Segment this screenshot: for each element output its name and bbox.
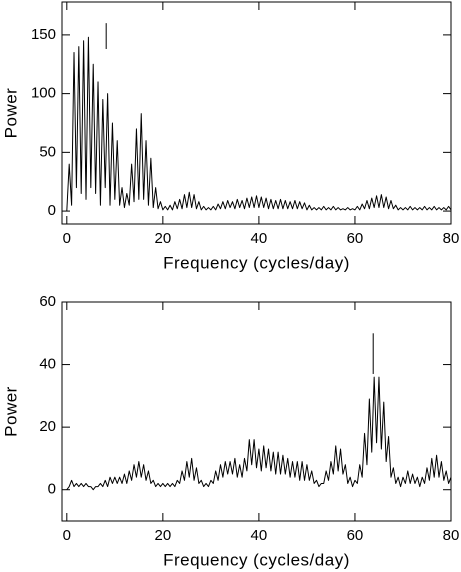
y-tick-label: 0 — [48, 481, 56, 498]
x-axis-label: Frequency (cycles/day) — [163, 550, 350, 569]
plot-frame — [61, 1, 452, 225]
x-tick-label: 80 — [443, 527, 460, 544]
y-tick-label: 0 — [48, 202, 56, 219]
y-tick-label: 20 — [39, 418, 56, 435]
y-tick-label: 60 — [39, 293, 56, 310]
y-tick-label: 50 — [39, 143, 56, 160]
y-tick-label: 150 — [31, 26, 56, 43]
y-axis-label: Power — [1, 88, 20, 139]
x-tick-label: 0 — [63, 527, 71, 544]
x-tick-label: 40 — [251, 230, 268, 247]
x-tick-label: 40 — [251, 527, 268, 544]
x-tick-label: 60 — [347, 527, 364, 544]
power-spectrum — [66, 376, 452, 491]
power-spectrum — [66, 36, 452, 212]
y-tick-label: 40 — [39, 356, 56, 373]
x-axis-label: Frequency (cycles/day) — [163, 253, 350, 272]
x-tick-label: 20 — [155, 230, 172, 247]
x-tick-label: 20 — [155, 527, 172, 544]
x-tick-label: 60 — [347, 230, 364, 247]
x-tick-label: 0 — [63, 230, 71, 247]
plot-frame — [61, 301, 452, 522]
y-axis-label: Power — [1, 386, 20, 437]
y-tick-label: 100 — [31, 85, 56, 102]
x-tick-label: 80 — [443, 230, 460, 247]
